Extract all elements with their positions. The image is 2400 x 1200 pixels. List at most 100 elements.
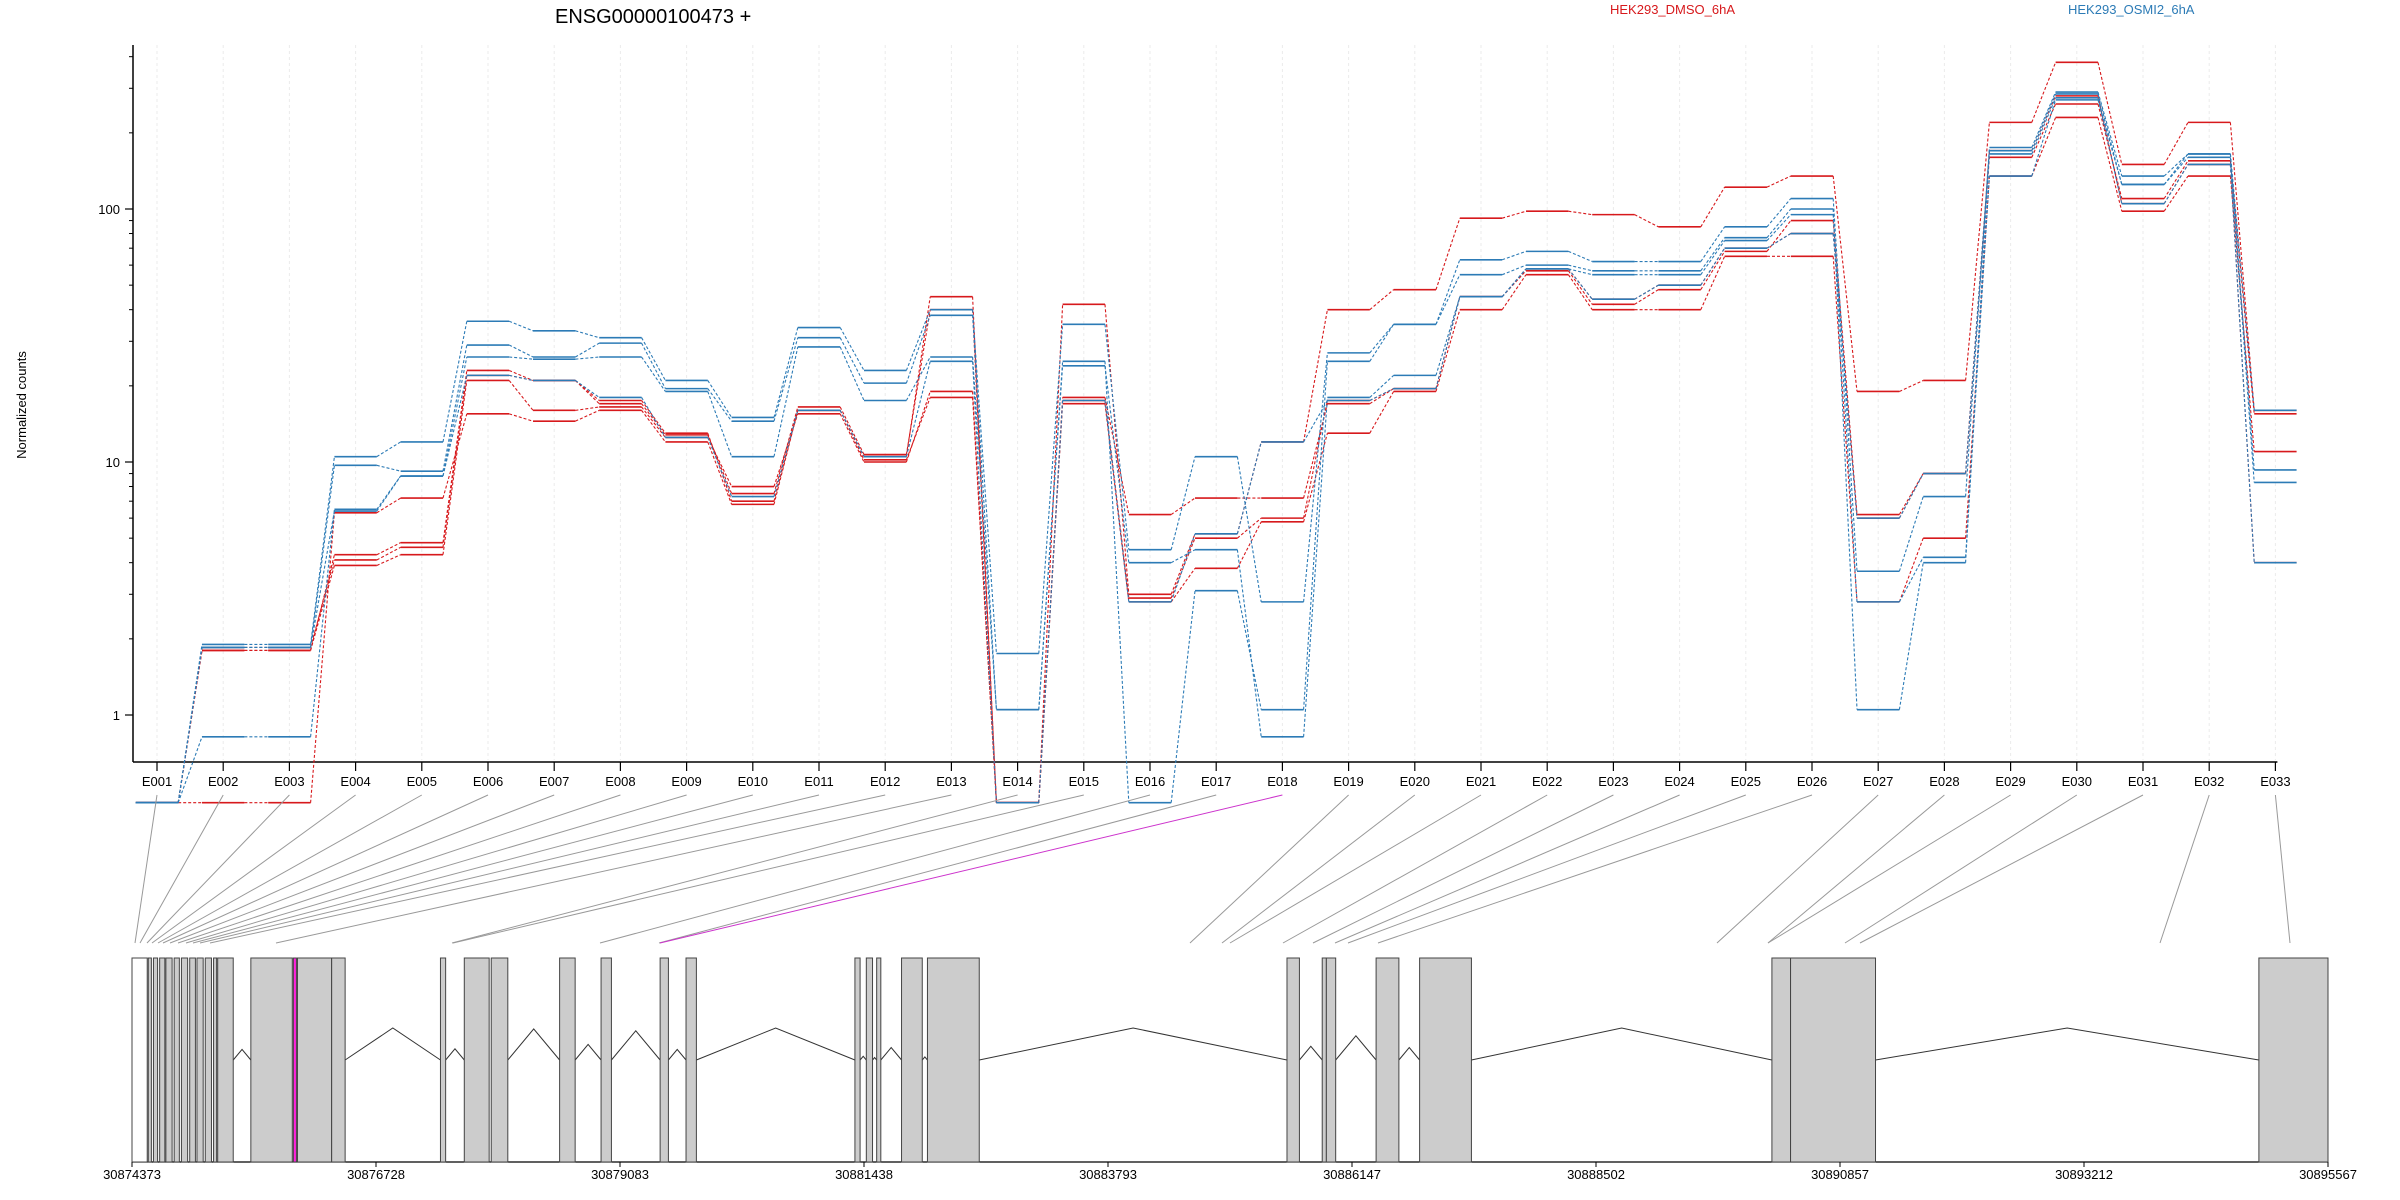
- series-connector: [1170, 590, 1196, 803]
- series-connector: [707, 388, 733, 422]
- intron-line: [1398, 1046, 1420, 1061]
- exon-connector: [2159, 794, 2210, 944]
- series-connector: [1766, 208, 1792, 239]
- exon-box: [1419, 957, 1472, 1163]
- series-connector: [1634, 214, 1659, 228]
- series-connector: [1236, 521, 1262, 569]
- series-connector: [1832, 208, 1858, 710]
- series-connector: [1435, 296, 1461, 389]
- exon-connector: [1282, 794, 1548, 944]
- exon-box: [439, 957, 447, 1163]
- exon-box: [901, 957, 923, 1163]
- legend-dmso: HEK293_DMSO_6hA: [1610, 2, 1735, 17]
- x-tick-label: E033: [2260, 774, 2290, 789]
- series-connector: [1104, 365, 1130, 563]
- series-connector: [2229, 164, 2255, 563]
- series-connector: [442, 380, 468, 555]
- series-connector: [1435, 296, 1461, 376]
- series-connector: [707, 437, 733, 497]
- series-connector: [1965, 147, 1990, 497]
- series-osmi2-5: [135, 93, 2297, 804]
- exon-box: [926, 957, 980, 1163]
- series-connector: [1700, 237, 1726, 272]
- series-connector: [1236, 590, 1262, 710]
- series-connector: [2097, 97, 2123, 204]
- series-connector: [1832, 198, 1858, 572]
- x-tick-label: E018: [1267, 774, 1297, 789]
- series-connector: [1435, 217, 1461, 290]
- exon-box: [659, 957, 669, 1163]
- x-tick-label: E006: [473, 774, 503, 789]
- series-connector: [1567, 274, 1593, 310]
- intron-line: [859, 1055, 867, 1061]
- series-connector: [1898, 557, 1924, 603]
- series-connector: [1369, 374, 1394, 398]
- x-tick-label: E016: [1135, 774, 1165, 789]
- series-connector: [641, 406, 666, 438]
- chart-title: ENSG00000100473 +: [555, 6, 751, 28]
- exon-box: [876, 957, 882, 1163]
- x-tick-label: E020: [1400, 774, 1430, 789]
- series-connector: [1502, 210, 1527, 219]
- series-osmi2-6: [135, 99, 2297, 804]
- series-connector: [1435, 309, 1461, 392]
- series-connector: [1568, 210, 1593, 216]
- x-tick-label: E023: [1598, 774, 1628, 789]
- exon-connector: [209, 794, 886, 944]
- x-tick-label: E021: [1466, 774, 1496, 789]
- series-connector: [1832, 214, 1858, 602]
- exon-connector: [134, 794, 158, 944]
- series-connector: [2031, 62, 2057, 123]
- genomic-tick-label: 30886147: [1323, 1167, 1381, 1182]
- series-connector: [2031, 91, 2057, 148]
- intron-line: [611, 1029, 661, 1061]
- series-connector: [707, 437, 733, 487]
- series-connector: [1766, 214, 1792, 241]
- series-connector: [177, 736, 203, 803]
- series-connector: [972, 309, 997, 654]
- exon-connector: [1334, 794, 1680, 944]
- x-tick-label: E011: [804, 774, 833, 789]
- series-connector: [1236, 549, 1262, 737]
- exon-box: [854, 957, 861, 1163]
- series-connector: [2031, 97, 2057, 155]
- series-connector: [1965, 122, 1990, 381]
- y-axis-label: Normalized counts: [14, 351, 29, 459]
- series-connector: [575, 406, 600, 411]
- series-connector: [1170, 533, 1196, 603]
- exon-box: [292, 957, 297, 1163]
- series-connector: [773, 327, 799, 418]
- series-connector: [905, 315, 931, 384]
- exon-box: [1325, 957, 1337, 1163]
- series-connector: [773, 410, 799, 505]
- series-connector: [575, 356, 600, 360]
- series-connector: [177, 647, 203, 803]
- x-tick-label: E010: [738, 774, 768, 789]
- series-connector: [509, 374, 534, 382]
- genomic-tick-label: 30893212: [2055, 1167, 2113, 1182]
- series-connector: [972, 296, 997, 803]
- x-tick-label: E022: [1532, 774, 1562, 789]
- exon-connector: [451, 794, 1018, 944]
- series-connector: [972, 361, 997, 803]
- series-connector: [2031, 95, 2057, 151]
- series-connector: [1501, 264, 1527, 276]
- series-connector: [773, 337, 799, 422]
- exon-box: [204, 957, 212, 1163]
- exon-box: [159, 957, 166, 1163]
- series-connector: [1435, 274, 1461, 325]
- series-connector: [1700, 186, 1726, 228]
- series-connector: [376, 464, 401, 472]
- series-connector: [641, 410, 666, 443]
- x-tick-label: E032: [2194, 774, 2224, 789]
- intron-line: [880, 1046, 902, 1061]
- exon-box: [600, 957, 612, 1163]
- series-connector: [707, 434, 733, 494]
- exon-box: [331, 957, 346, 1163]
- series-connector: [641, 342, 666, 389]
- exon-connector: [1859, 794, 2144, 944]
- series-connector: [1369, 391, 1395, 434]
- series-connector: [1700, 240, 1726, 276]
- intron-line: [1875, 1027, 2259, 1061]
